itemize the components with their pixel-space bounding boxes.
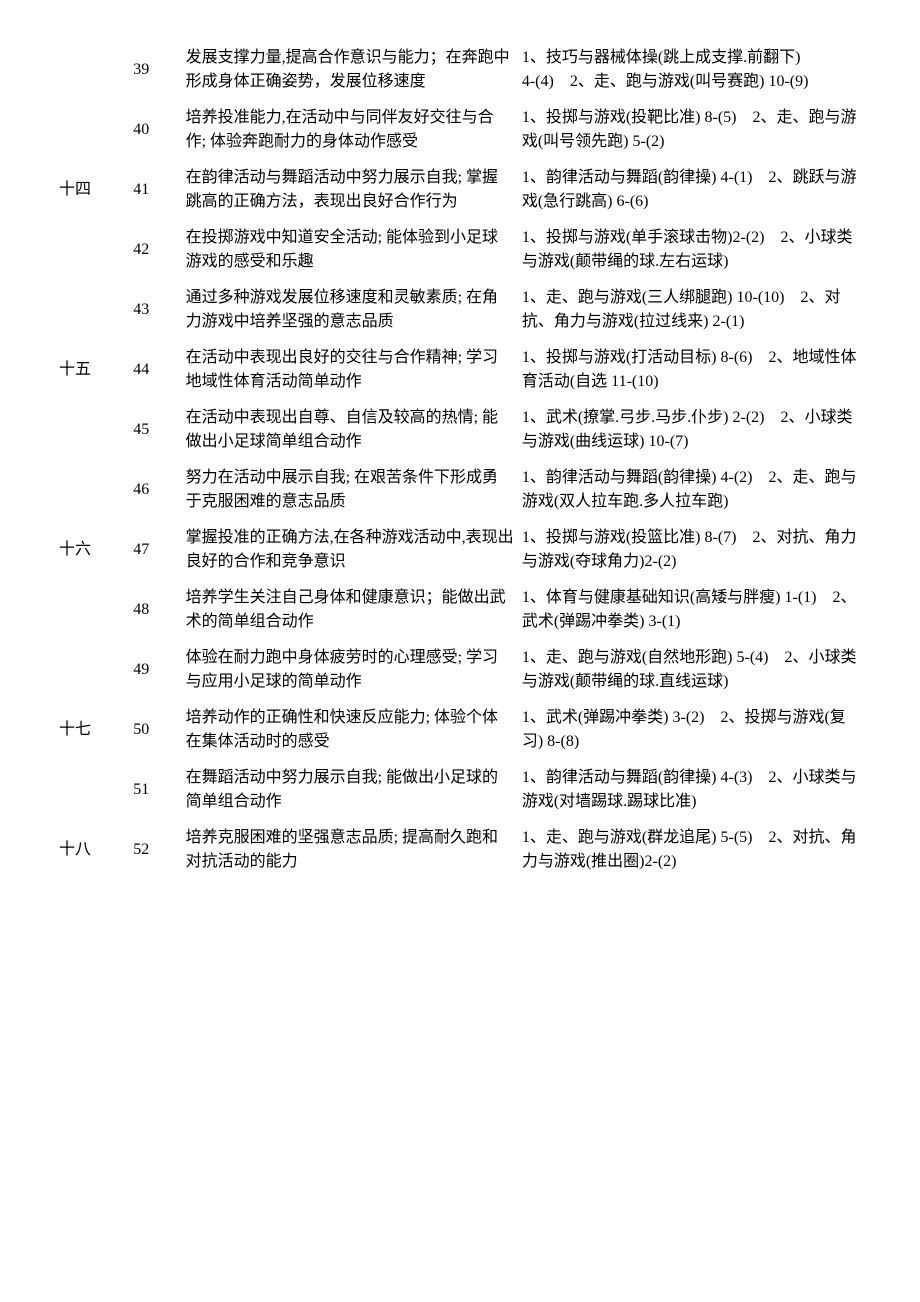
content-cell: 1、投掷与游戏(投靶比准) 8-(5) 2、走、跑与游戏(叫号领先跑) 5-(2… — [518, 100, 865, 160]
lesson-number-cell: 48 — [129, 580, 181, 640]
content-cell: 1、投掷与游戏(打活动目标) 8-(6) 2、地域性体育活动(自选 11-(10… — [518, 340, 865, 400]
week-cell — [55, 280, 129, 340]
objective-cell: 掌握投准的正确方法,在各种游戏活动中,表现出良好的合作和竞争意识 — [182, 520, 518, 580]
objective-cell: 培养学生关注自己身体和健康意识；能做出武术的简单组合动作 — [182, 580, 518, 640]
week-cell — [55, 760, 129, 820]
week-cell: 十七 — [55, 700, 129, 760]
lesson-number-cell: 42 — [129, 220, 181, 280]
objective-cell: 在舞蹈活动中努力展示自我; 能做出小足球的简单组合动作 — [182, 760, 518, 820]
content-cell: 1、走、跑与游戏(三人绑腿跑) 10-(10) 2、对抗、角力与游戏(拉过线来)… — [518, 280, 865, 340]
table-row: 39发展支撑力量,提高合作意识与能力；在奔跑中形成身体正确姿势，发展位移速度1、… — [55, 40, 865, 100]
week-cell: 十六 — [55, 520, 129, 580]
lesson-number-cell: 43 — [129, 280, 181, 340]
week-cell — [55, 640, 129, 700]
objective-cell: 培养动作的正确性和快速反应能力; 体验个体在集体活动时的感受 — [182, 700, 518, 760]
content-cell: 1、体育与健康基础知识(高矮与胖瘦) 1-(1) 2、武术(弹踢冲拳类) 3-(… — [518, 580, 865, 640]
table-row: 45在活动中表现出自尊、自信及较高的热情; 能做出小足球简单组合动作1、武术(撩… — [55, 400, 865, 460]
table-row: 十五44在活动中表现出良好的交往与合作精神; 学习地域性体育活动简单动作1、投掷… — [55, 340, 865, 400]
objective-cell: 体验在耐力跑中身体疲劳时的心理感受; 学习与应用小足球的简单动作 — [182, 640, 518, 700]
week-cell: 十五 — [55, 340, 129, 400]
lesson-number-cell: 39 — [129, 40, 181, 100]
table-row: 48培养学生关注自己身体和健康意识；能做出武术的简单组合动作1、体育与健康基础知… — [55, 580, 865, 640]
week-cell: 十四 — [55, 160, 129, 220]
content-cell: 1、技巧与器械体操(跳上成支撑.前翻下) 4-(4) 2、走、跑与游戏(叫号赛跑… — [518, 40, 865, 100]
lesson-number-cell: 45 — [129, 400, 181, 460]
week-cell — [55, 400, 129, 460]
week-cell: 十八 — [55, 820, 129, 880]
objective-cell: 在韵律活动与舞蹈活动中努力展示自我; 掌握跳高的正确方法，表现出良好合作行为 — [182, 160, 518, 220]
content-cell: 1、韵律活动与舞蹈(韵律操) 4-(2) 2、走、跑与游戏(双人拉车跑.多人拉车… — [518, 460, 865, 520]
week-cell — [55, 40, 129, 100]
table-row: 十六47掌握投准的正确方法,在各种游戏活动中,表现出良好的合作和竞争意识1、投掷… — [55, 520, 865, 580]
table-row: 42在投掷游戏中知道安全活动; 能体验到小足球游戏的感受和乐趣1、投掷与游戏(单… — [55, 220, 865, 280]
content-cell: 1、韵律活动与舞蹈(韵律操) 4-(1) 2、跳跃与游戏(急行跳高) 6-(6) — [518, 160, 865, 220]
lesson-number-cell: 49 — [129, 640, 181, 700]
objective-cell: 发展支撑力量,提高合作意识与能力；在奔跑中形成身体正确姿势，发展位移速度 — [182, 40, 518, 100]
objective-cell: 在活动中表现出自尊、自信及较高的热情; 能做出小足球简单组合动作 — [182, 400, 518, 460]
lesson-number-cell: 46 — [129, 460, 181, 520]
week-cell — [55, 460, 129, 520]
objective-cell: 在活动中表现出良好的交往与合作精神; 学习地域性体育活动简单动作 — [182, 340, 518, 400]
content-cell: 1、韵律活动与舞蹈(韵律操) 4-(3) 2、小球类与游戏(对墙踢球.踢球比准) — [518, 760, 865, 820]
objective-cell: 在投掷游戏中知道安全活动; 能体验到小足球游戏的感受和乐趣 — [182, 220, 518, 280]
week-cell — [55, 100, 129, 160]
table-row: 40培养投准能力,在活动中与同伴友好交往与合作; 体验奔跑耐力的身体动作感受1、… — [55, 100, 865, 160]
week-cell — [55, 220, 129, 280]
lesson-number-cell: 40 — [129, 100, 181, 160]
week-cell — [55, 580, 129, 640]
table-row: 十八52培养克服困难的坚强意志品质; 提高耐久跑和对抗活动的能力1、走、跑与游戏… — [55, 820, 865, 880]
objective-cell: 培养克服困难的坚强意志品质; 提高耐久跑和对抗活动的能力 — [182, 820, 518, 880]
lesson-number-cell: 52 — [129, 820, 181, 880]
content-cell: 1、武术(弹踢冲拳类) 3-(2) 2、投掷与游戏(复习) 8-(8) — [518, 700, 865, 760]
table-row: 十七50培养动作的正确性和快速反应能力; 体验个体在集体活动时的感受1、武术(弹… — [55, 700, 865, 760]
content-cell: 1、走、跑与游戏(自然地形跑) 5-(4) 2、小球类与游戏(颠带绳的球.直线运… — [518, 640, 865, 700]
objective-cell: 培养投准能力,在活动中与同伴友好交往与合作; 体验奔跑耐力的身体动作感受 — [182, 100, 518, 160]
lesson-number-cell: 41 — [129, 160, 181, 220]
lesson-number-cell: 44 — [129, 340, 181, 400]
lesson-number-cell: 50 — [129, 700, 181, 760]
content-cell: 1、走、跑与游戏(群龙追尾) 5-(5) 2、对抗、角力与游戏(推出圈)2-(2… — [518, 820, 865, 880]
lesson-number-cell: 47 — [129, 520, 181, 580]
objective-cell: 通过多种游戏发展位移速度和灵敏素质; 在角力游戏中培养坚强的意志品质 — [182, 280, 518, 340]
content-cell: 1、武术(撩掌.弓步.马步.仆步) 2-(2) 2、小球类与游戏(曲线运球) 1… — [518, 400, 865, 460]
content-cell: 1、投掷与游戏(投篮比准) 8-(7) 2、对抗、角力与游戏(夺球角力)2-(2… — [518, 520, 865, 580]
lesson-number-cell: 51 — [129, 760, 181, 820]
table-row: 51在舞蹈活动中努力展示自我; 能做出小足球的简单组合动作1、韵律活动与舞蹈(韵… — [55, 760, 865, 820]
table-row: 49体验在耐力跑中身体疲劳时的心理感受; 学习与应用小足球的简单动作1、走、跑与… — [55, 640, 865, 700]
table-row: 十四41在韵律活动与舞蹈活动中努力展示自我; 掌握跳高的正确方法，表现出良好合作… — [55, 160, 865, 220]
table-row: 43通过多种游戏发展位移速度和灵敏素质; 在角力游戏中培养坚强的意志品质1、走、… — [55, 280, 865, 340]
objective-cell: 努力在活动中展示自我; 在艰苦条件下形成勇于克服困难的意志品质 — [182, 460, 518, 520]
content-cell: 1、投掷与游戏(单手滚球击物)2-(2) 2、小球类与游戏(颠带绳的球.左右运球… — [518, 220, 865, 280]
lesson-plan-table: 39发展支撑力量,提高合作意识与能力；在奔跑中形成身体正确姿势，发展位移速度1、… — [55, 40, 865, 880]
table-row: 46努力在活动中展示自我; 在艰苦条件下形成勇于克服困难的意志品质1、韵律活动与… — [55, 460, 865, 520]
